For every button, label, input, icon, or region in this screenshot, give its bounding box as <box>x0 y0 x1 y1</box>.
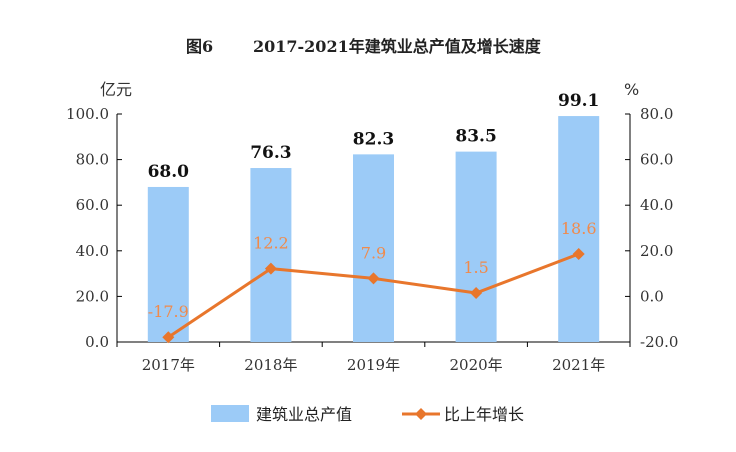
line-value-label: 7.9 <box>361 243 386 262</box>
line-labels: -17.9 12.2 7.9 1.5 18.6 <box>148 219 597 321</box>
line-point-marker <box>572 247 585 260</box>
bar <box>353 154 394 342</box>
right-axis-tick-label: 0.0 <box>640 287 664 305</box>
line-point-marker <box>162 331 175 344</box>
left-axis-tick-label: 40.0 <box>76 242 109 260</box>
legend-line-label: 比上年增长 <box>444 405 524 424</box>
right-axis-tick-label: -20.0 <box>640 333 678 351</box>
left-axis-ticks: 100.0 80.0 60.0 40.0 20.0 0.0 <box>66 105 122 351</box>
line-value-label: 1.5 <box>463 258 488 277</box>
right-axis-unit: % <box>624 80 639 99</box>
x-axis-category-label: 2018年 <box>244 356 297 374</box>
line-series <box>162 247 585 344</box>
chart-figure-number: 图6 <box>186 37 213 56</box>
x-axis-labels: 2017年 2018年 2019年 2020年 2021年 <box>116 342 631 374</box>
line-point-marker <box>470 286 483 299</box>
bar-value-label: 82.3 <box>353 129 394 149</box>
bar-value-label: 99.1 <box>558 91 599 111</box>
x-axis-category-label: 2020年 <box>450 356 503 374</box>
bar <box>147 186 189 342</box>
chart-title: 2017-2021年建筑业总产值及增长速度 <box>253 37 542 56</box>
x-axis-category-label: 2021年 <box>552 356 605 374</box>
left-axis-tick-label: 0.0 <box>85 333 109 351</box>
right-axis-tick-label: 80.0 <box>640 105 673 123</box>
legend-bar-label: 建筑业总产值 <box>256 405 352 424</box>
bar-value-label: 76.3 <box>250 143 291 163</box>
left-axis-unit: 亿元 <box>100 80 132 99</box>
left-axis-tick-label: 20.0 <box>76 287 109 305</box>
legend-line-marker <box>415 408 427 420</box>
line-value-label: -17.9 <box>148 302 189 321</box>
bar <box>558 116 600 342</box>
bar <box>250 168 292 342</box>
line-point-marker <box>367 272 380 285</box>
left-axis-tick-label: 80.0 <box>76 151 109 169</box>
right-axis-tick-label: 20.0 <box>640 242 673 260</box>
line-value-label: 12.2 <box>253 234 289 253</box>
bar-value-label: 68.0 <box>148 162 190 182</box>
bar-labels: 68.0 76.3 82.3 83.5 99.1 <box>148 91 600 182</box>
left-axis-tick-label: 100.0 <box>66 105 109 123</box>
right-axis-tick-label: 40.0 <box>640 196 673 214</box>
legend: 建筑业总产值 比上年增长 <box>211 405 524 424</box>
line-value-label: 18.6 <box>561 219 597 238</box>
x-axis-category-label: 2019年 <box>347 356 400 374</box>
line-point-marker <box>264 262 277 275</box>
legend-bar-swatch <box>211 405 249 422</box>
left-axis-tick-label: 60.0 <box>76 196 109 214</box>
x-axis-category-label: 2017年 <box>142 356 195 374</box>
bar-series <box>147 116 600 342</box>
right-axis-tick-label: 60.0 <box>640 151 673 169</box>
right-axis-ticks: 80.0 60.0 40.0 20.0 0.0 -20.0 <box>625 105 678 351</box>
bar <box>455 151 497 342</box>
bar-value-label: 83.5 <box>455 127 496 147</box>
